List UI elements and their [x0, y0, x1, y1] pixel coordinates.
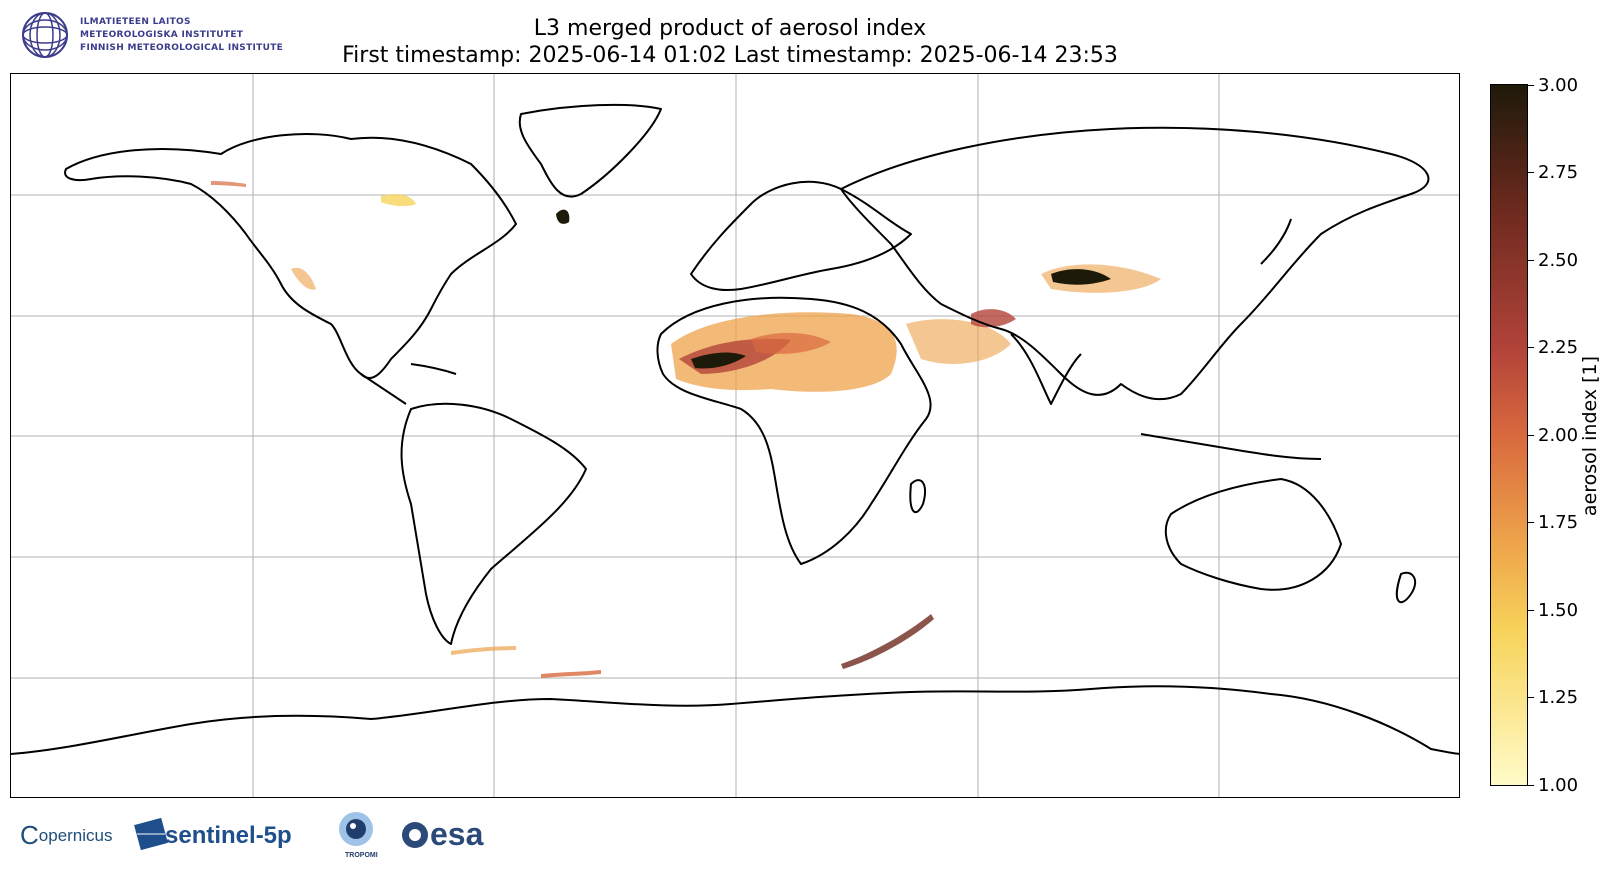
esa-logo: esa — [430, 816, 484, 852]
colorbar-tick-label: 1.50 — [1538, 600, 1579, 621]
colorbar-tick — [1528, 172, 1534, 173]
fmi-name-en: FINNISH METEOROLOGICAL INSTITUTE — [80, 43, 284, 53]
coastlines — [11, 103, 1459, 755]
satellite-icon — [134, 817, 168, 851]
partner-logos: Copernicus sentinel-5p TROPOMI esa — [20, 810, 520, 860]
colorbar-tick — [1528, 435, 1534, 436]
fmi-name-fi: ILMATIETEEN LAITOS — [80, 17, 191, 27]
colorbar-tick — [1528, 610, 1534, 611]
map-panel[interactable] — [10, 73, 1460, 798]
colorbar-tick-label: 1.00 — [1538, 775, 1579, 796]
colorbar-tick — [1528, 85, 1534, 86]
esa-emblem-icon — [402, 822, 428, 848]
colorbar-title: aerosol index [1] — [1579, 355, 1601, 517]
colorbar-tick-label: 2.25 — [1538, 337, 1579, 358]
map-timestamps: First timestamp: 2025-06-14 01:02 Last t… — [342, 43, 1118, 68]
colorbar-tick — [1528, 697, 1534, 698]
tropomi-eye-icon — [339, 812, 373, 846]
fmi-logo: ILMATIETEEN LAITOS METEOROLOGISKA INSTIT… — [20, 10, 300, 62]
gridlines — [11, 74, 1459, 797]
colorbar-tick-label: 1.75 — [1538, 512, 1579, 533]
colorbar-tick-label: 3.00 — [1538, 75, 1579, 96]
aerosol-plumes — [211, 181, 1161, 678]
colorbar-tick-label: 2.00 — [1538, 425, 1579, 446]
colorbar — [1490, 84, 1528, 786]
tropomi-logo: TROPOMI — [345, 852, 378, 859]
map-title: L3 merged product of aerosol index — [533, 16, 927, 41]
fmi-emblem-icon — [22, 12, 68, 58]
colorbar-tick — [1528, 347, 1534, 348]
colorbar-tick-label: 1.25 — [1538, 687, 1579, 708]
colorbar-tick-label: 2.75 — [1538, 162, 1579, 183]
colorbar-tick — [1528, 785, 1534, 786]
fmi-name-sv: METEOROLOGISKA INSTITUTET — [80, 30, 244, 40]
sentinel-logo: sentinel-5p — [165, 822, 292, 849]
world-map — [11, 74, 1459, 797]
colorbar-tick — [1528, 260, 1534, 261]
colorbar-tick — [1528, 522, 1534, 523]
colorbar-tick-label: 2.50 — [1538, 250, 1579, 271]
copernicus-logo: Copernicus — [20, 820, 113, 850]
